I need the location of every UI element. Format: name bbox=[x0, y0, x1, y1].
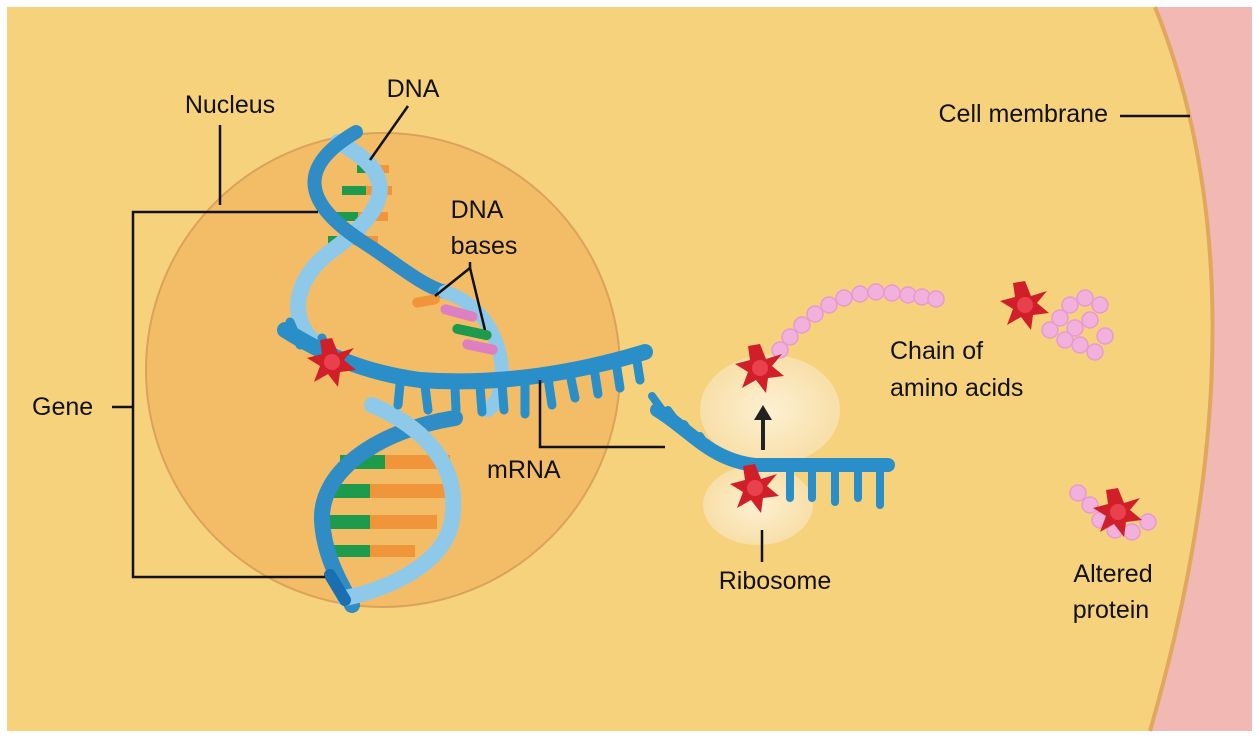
up-arrow-icon bbox=[754, 405, 772, 450]
label-altered-line2: protein bbox=[1073, 596, 1149, 624]
cell-membrane-region bbox=[1150, 7, 1252, 731]
label-dna-bases-line1: DNA bbox=[451, 196, 504, 224]
label-mrna: mRNA bbox=[487, 456, 561, 484]
label-nucleus: Nucleus bbox=[185, 91, 275, 119]
mutation-star-ribosome bbox=[730, 464, 779, 513]
gene-bracket bbox=[131, 210, 325, 579]
leader-lines bbox=[112, 105, 1190, 579]
label-dna: DNA bbox=[387, 75, 440, 103]
label-cell-membrane: Cell membrane bbox=[938, 100, 1108, 128]
dna-base-pairs-lower bbox=[322, 455, 450, 557]
dna-leader bbox=[368, 105, 410, 161]
cell-membrane-line bbox=[1148, 6, 1215, 732]
mrna-ribosome bbox=[648, 392, 895, 509]
label-dna-bases-line2: bases bbox=[451, 232, 518, 260]
folded-protein-top bbox=[1000, 281, 1114, 361]
label-gene: Gene bbox=[32, 393, 93, 421]
mrna-leader bbox=[538, 380, 665, 449]
label-chain-line2: amino acids bbox=[890, 374, 1023, 402]
mutation-star-chain bbox=[735, 344, 784, 393]
mutation-star-dna bbox=[307, 338, 356, 387]
label-ribosome: Ribosome bbox=[719, 567, 832, 595]
label-altered-line1: Altered bbox=[1073, 560, 1152, 588]
dna-bases bbox=[412, 294, 498, 355]
dna-helix bbox=[290, 125, 509, 613]
label-chain-line1: Chain of bbox=[890, 337, 983, 365]
altered-protein bbox=[1069, 484, 1157, 541]
amino-acid-chain bbox=[771, 283, 945, 359]
